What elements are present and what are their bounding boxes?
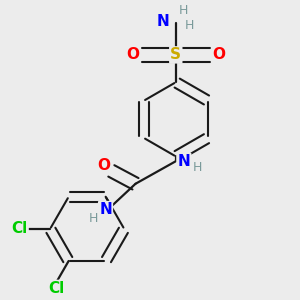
Text: N: N [178, 154, 190, 169]
Text: S: S [170, 47, 181, 62]
Text: N: N [157, 14, 169, 28]
Text: H: H [179, 4, 188, 17]
Text: H: H [89, 212, 98, 225]
Text: Cl: Cl [11, 221, 28, 236]
Text: O: O [126, 47, 140, 62]
Text: H: H [184, 20, 194, 32]
Text: O: O [97, 158, 110, 172]
Text: N: N [99, 202, 112, 217]
Text: Cl: Cl [48, 281, 65, 296]
Text: O: O [212, 47, 225, 62]
Text: H: H [193, 160, 202, 173]
